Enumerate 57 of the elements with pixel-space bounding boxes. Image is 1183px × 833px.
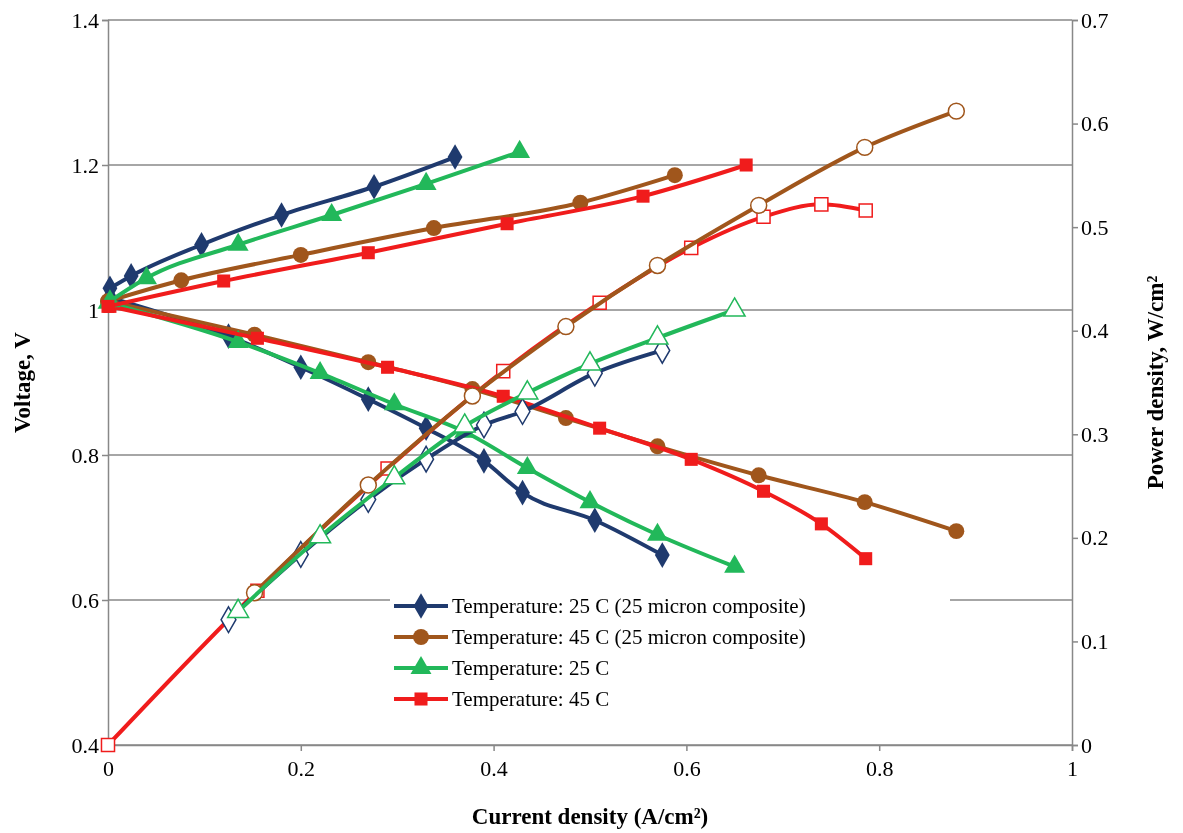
point: [593, 421, 607, 435]
point: [381, 360, 395, 374]
point: [217, 274, 231, 288]
point: [739, 158, 753, 172]
point: [425, 220, 442, 237]
y2-tick-label: 0.4: [1081, 318, 1109, 344]
point: [463, 387, 482, 405]
y2-tick-label: 0.3: [1081, 421, 1109, 447]
x-tick-label: 0.4: [480, 756, 508, 781]
point: [859, 552, 873, 566]
point: [750, 467, 767, 484]
point: [858, 203, 873, 218]
point: [666, 167, 683, 184]
legend-label: Temperature: 45 C (25 micron composite): [452, 625, 806, 649]
x-axis-title: Current density (A/cm²): [471, 804, 709, 829]
point: [856, 138, 874, 157]
point: [496, 389, 510, 403]
x-tick-label: 0.8: [865, 756, 894, 781]
y-tick-label: 1: [88, 297, 99, 323]
y-tick-label: 1.4: [71, 7, 99, 33]
y-tick-label: 0.4: [71, 732, 99, 758]
legend-label: Temperature: 45 C: [452, 687, 610, 711]
legend-label: Temperature: 25 C (25 micron composite): [452, 594, 806, 618]
y2-tick-label: 0.1: [1081, 628, 1109, 654]
point: [361, 246, 375, 260]
point: [636, 189, 650, 203]
point: [173, 272, 190, 289]
x-tick-label: 0.6: [673, 756, 701, 781]
y2-axis-title: Power density, W/cm²: [1143, 275, 1168, 490]
point: [749, 196, 768, 215]
y-axis-title: Voltage, V: [10, 331, 35, 433]
point: [250, 331, 264, 345]
y2-tick-label: 0.2: [1081, 525, 1109, 551]
point: [948, 523, 965, 540]
point: [684, 452, 698, 466]
point: [557, 317, 575, 336]
y2-tick-label: 0.6: [1081, 111, 1109, 137]
y-tick-label: 0.8: [71, 442, 99, 468]
y2-tick-label: 0: [1081, 732, 1092, 758]
point: [757, 484, 771, 498]
y-tick-label: 1.2: [71, 152, 99, 178]
point: [947, 102, 966, 120]
x-tick-label: 0.2: [287, 756, 316, 781]
point: [359, 476, 378, 494]
y-tick-label: 0.6: [71, 587, 99, 613]
point: [814, 197, 829, 212]
point: [856, 494, 873, 511]
y2-tick-label: 0.5: [1081, 214, 1109, 240]
point: [648, 256, 667, 275]
y2-tick-label: 0.7: [1081, 7, 1109, 33]
point: [292, 246, 309, 263]
point: [814, 517, 828, 531]
legend-label: Temperature: 25 C: [452, 656, 610, 680]
point: [100, 737, 116, 753]
x-tick-label: 0: [103, 756, 114, 781]
x-tick-label: 1: [1067, 756, 1078, 781]
point: [500, 217, 514, 231]
